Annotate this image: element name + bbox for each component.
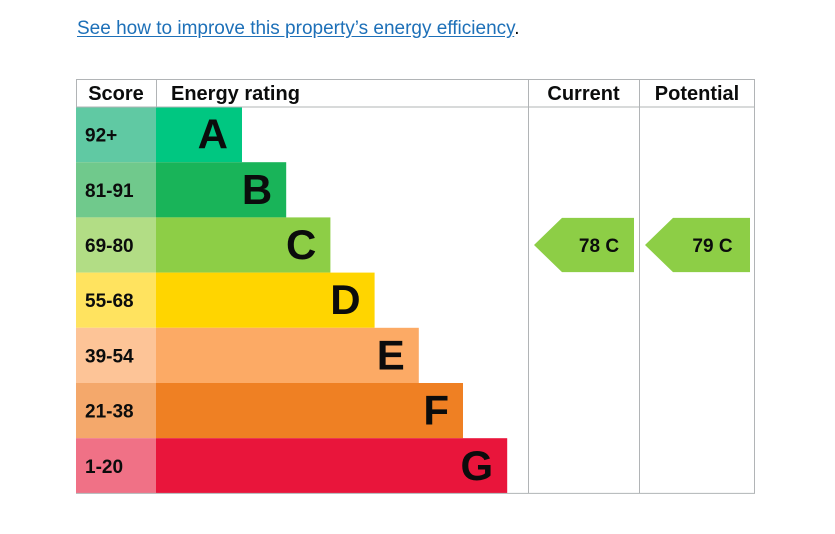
- score-range-a: 92+: [85, 126, 117, 147]
- improve-efficiency-link[interactable]: See how to improve this property’s energ…: [77, 18, 515, 39]
- score-cell-a: [76, 107, 156, 163]
- score-range-c: 69-80: [85, 236, 134, 257]
- rating-bar-b: [156, 162, 287, 218]
- rating-bar-f: [156, 383, 463, 439]
- score-range-e: 39-54: [85, 346, 134, 367]
- score-cell-e: [76, 327, 156, 383]
- score-range-f: 21-38: [85, 402, 134, 423]
- rating-letter-c: C: [286, 221, 316, 268]
- rating-letter-g: G: [461, 442, 494, 489]
- improve-efficiency-line: See how to improve this property’s energ…: [77, 18, 520, 40]
- improve-link-full-stop: .: [514, 18, 520, 39]
- potential-rating-label: 79 C: [692, 236, 732, 257]
- score-cell-b: [76, 162, 156, 218]
- rating-letter-f: F: [423, 387, 449, 434]
- score-cell-d: [76, 272, 156, 328]
- score-range-g: 1-20: [85, 457, 123, 478]
- rating-bar-e: [156, 327, 419, 383]
- rating-bar-a: [156, 107, 242, 163]
- rating-letter-e: E: [377, 331, 405, 378]
- rating-bar-c: [156, 217, 331, 273]
- rating-letter-b: B: [242, 166, 272, 213]
- header-energy-rating: Energy rating: [171, 83, 300, 105]
- score-cell-f: [76, 383, 156, 439]
- score-range-d: 55-68: [85, 291, 134, 312]
- score-cell-g: [76, 438, 156, 494]
- header-potential: Potential: [655, 83, 739, 105]
- current-rating-label: 78 C: [579, 236, 619, 257]
- score-cell-c: [76, 217, 156, 273]
- rating-letter-d: D: [330, 276, 360, 323]
- rating-letter-a: A: [198, 111, 228, 158]
- rating-bar-g: [156, 438, 508, 494]
- header-current: Current: [547, 83, 620, 105]
- header-score: Score: [88, 83, 144, 105]
- score-range-b: 81-91: [85, 181, 134, 202]
- potential-rating-arrow: [645, 217, 750, 273]
- current-rating-arrow: [534, 217, 634, 273]
- rating-bar-d: [156, 272, 375, 328]
